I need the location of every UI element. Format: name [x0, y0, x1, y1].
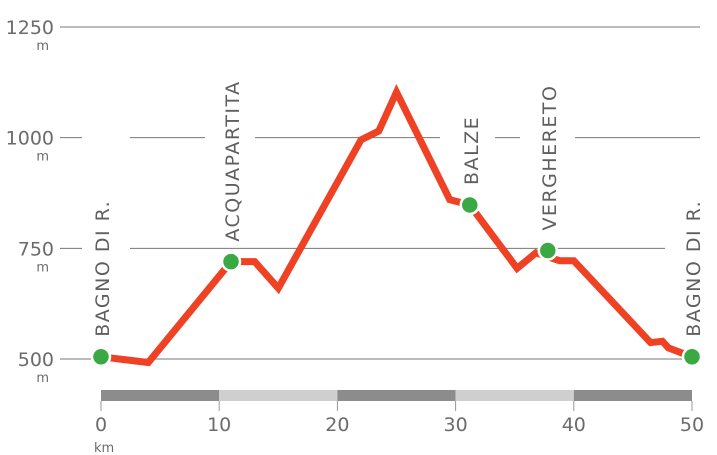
waypoints: BAGNO DI R. ACQUAPARTITA BALZE VERGHERETO BA…: [90, 80, 705, 368]
y-tick-label: 1000: [6, 128, 54, 150]
x-axis: 0 10 20 30 40 50 km: [94, 401, 704, 455]
x-tick-label: 30: [444, 414, 468, 436]
waypoint-marker: [537, 240, 559, 261]
waypoint-marker: [681, 346, 703, 368]
waypoint-marker: [459, 194, 481, 216]
waypoint-label: ACQUAPARTITA: [222, 80, 244, 241]
x-tick-label: 50: [680, 414, 704, 436]
x-tick-label: 40: [562, 414, 586, 436]
y-unit-label: m: [36, 371, 49, 386]
waypoint-label: VERGHERETO: [539, 85, 561, 231]
x-unit-label: km: [94, 441, 114, 455]
x-tick-label: 10: [207, 414, 231, 436]
elevation-line: [100, 83, 694, 367]
scale-segment: [337, 390, 456, 401]
x-tick-label: 0: [95, 414, 107, 436]
scale-segment: [455, 390, 574, 401]
x-tick-label: 20: [325, 414, 349, 436]
y-unit-label: m: [36, 39, 49, 54]
distance-scale-bar: [101, 390, 692, 401]
scale-segment: [101, 390, 220, 401]
elevation-line-path: [100, 83, 694, 367]
y-tick-label: 500: [18, 349, 54, 371]
y-unit-label: m: [36, 150, 49, 165]
scale-segment: [219, 390, 338, 401]
y-unit-label: m: [36, 260, 49, 275]
y-tick-label: 750: [18, 238, 54, 260]
gridlines: [60, 26, 700, 360]
y-tick-label: 1250: [6, 17, 54, 39]
waypoint-marker: [220, 251, 242, 272]
waypoint-marker: [90, 346, 112, 368]
waypoint-label: BALZE: [461, 116, 483, 185]
waypoint-label: BAGNO DI R.: [92, 200, 114, 337]
scale-segment: [573, 390, 692, 401]
waypoint-label: BAGNO DI R.: [683, 200, 705, 337]
